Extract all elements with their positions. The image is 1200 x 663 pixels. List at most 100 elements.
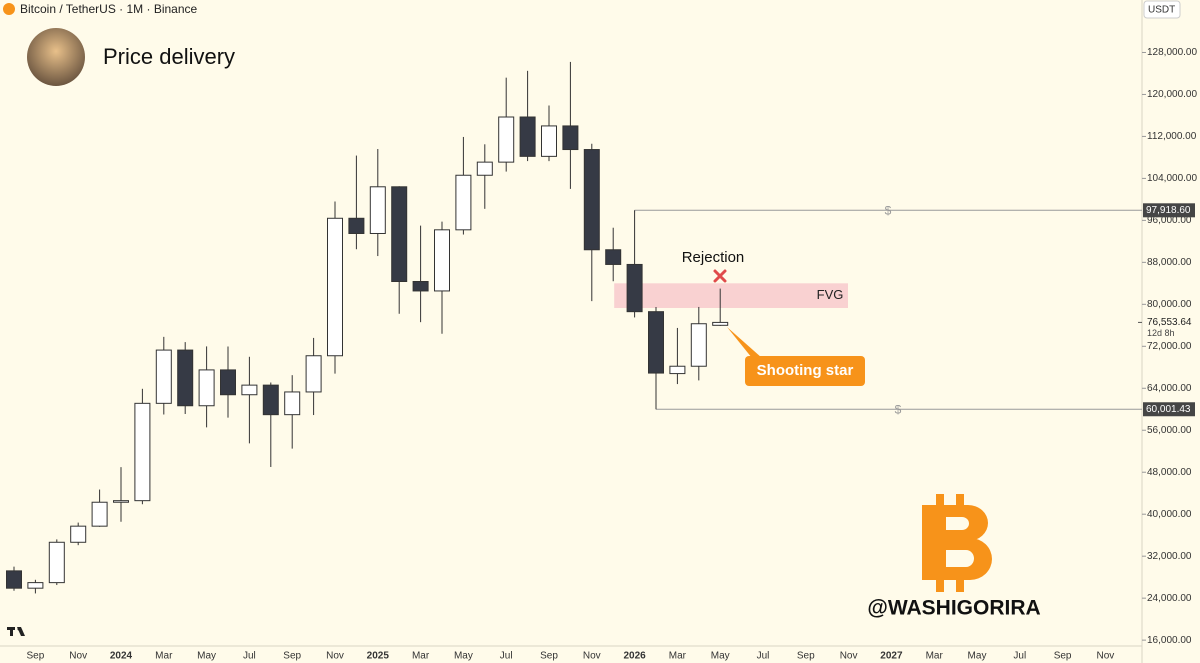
- candle-body: [391, 186, 408, 282]
- candle-body: [305, 355, 322, 393]
- candle-body: [712, 321, 729, 326]
- candle-body: [198, 369, 215, 407]
- countdown: 12d 8h: [1147, 328, 1175, 338]
- candle-body: [434, 229, 450, 292]
- level-label-box: [1143, 402, 1195, 417]
- x-tick-label: Mar: [926, 651, 944, 662]
- rejection-label: Rejection: [682, 249, 745, 266]
- candle-body: [455, 174, 472, 231]
- x-tick-label: Sep: [1054, 651, 1072, 662]
- y-tick-label: 48,000.00: [1147, 467, 1192, 478]
- candle-body: [241, 384, 258, 396]
- last-price: 76,553.64: [1147, 317, 1192, 328]
- candle-body: [113, 500, 129, 503]
- candle-body: [134, 402, 151, 502]
- x-tick-label: Jul: [1013, 651, 1026, 662]
- bitcoin-logo: [922, 494, 992, 592]
- y-tick-label: 88,000.00: [1147, 257, 1192, 268]
- candle-body: [541, 125, 557, 157]
- y-tick-label: 72,000.00: [1147, 341, 1192, 352]
- y-tick-label: 120,000.00: [1147, 89, 1197, 100]
- callout-pointer: [727, 327, 762, 358]
- callout-label: Shooting star: [757, 362, 854, 379]
- fvg-label: FVG: [817, 287, 844, 302]
- x-tick-label: Mar: [412, 651, 430, 662]
- x-tick-label: 2026: [623, 651, 646, 662]
- x-tick-label: 2027: [880, 651, 903, 662]
- watermark: @WASHIGORIRA: [867, 597, 1040, 620]
- candle-body: [669, 365, 686, 375]
- rejection-cross: [713, 269, 727, 283]
- level-marker: $: [885, 203, 892, 217]
- x-tick-label: Sep: [27, 651, 45, 662]
- y-tick-label: 40,000.00: [1147, 509, 1192, 520]
- candle-body: [369, 186, 386, 234]
- y-tick-label: 80,000.00: [1147, 299, 1192, 310]
- y-tick-label: 112,000.00: [1147, 131, 1197, 142]
- currency[interactable]: USDT: [1148, 5, 1175, 16]
- candle-body: [91, 501, 108, 527]
- y-tick-label: 16,000.00: [1147, 635, 1192, 646]
- x-tick-label: Sep: [283, 651, 301, 662]
- x-tick-label: Nov: [69, 651, 87, 662]
- avatar: [27, 28, 85, 86]
- x-tick-label: Sep: [797, 651, 815, 662]
- currency-box[interactable]: [1143, 0, 1181, 19]
- candle-body: [70, 525, 87, 543]
- x-tick-label: Nov: [840, 651, 858, 662]
- candle-body: [690, 323, 707, 367]
- candle-body: [284, 391, 301, 416]
- candle-body: [155, 349, 172, 404]
- x-tick-label: Nov: [583, 651, 601, 662]
- y-tick-label: 128,000.00: [1147, 47, 1197, 58]
- fvg-zone: [614, 283, 848, 308]
- candle-body: [562, 125, 579, 151]
- y-tick-label: 96,000.00: [1147, 215, 1192, 226]
- candle-body: [648, 311, 664, 374]
- y-tick-label: 104,000.00: [1147, 173, 1197, 184]
- x-tick-label: Nov: [326, 651, 344, 662]
- candle-body: [6, 570, 22, 589]
- candle-body: [220, 369, 236, 396]
- x-tick-label: Mar: [669, 651, 687, 662]
- candle-body: [177, 349, 194, 407]
- candle-body: [498, 116, 515, 163]
- x-tick-label: May: [968, 651, 987, 662]
- tradingview-logo: [7, 627, 25, 636]
- y-tick-label: 32,000.00: [1147, 551, 1192, 562]
- candle-body: [27, 582, 44, 589]
- candle-body: [583, 149, 600, 251]
- y-tick-label: 56,000.00: [1147, 425, 1192, 436]
- candle-body: [626, 263, 643, 313]
- level-marker: $: [895, 402, 902, 416]
- candle-body: [348, 217, 365, 234]
- level-label-box: [1143, 203, 1195, 218]
- x-tick-label: May: [711, 651, 730, 662]
- x-tick-label: May: [197, 651, 216, 662]
- x-tick-label: May: [454, 651, 473, 662]
- level-label: 97,918.60: [1146, 205, 1191, 216]
- candle-body: [48, 541, 65, 584]
- symbol-title: Bitcoin / TetherUS · 1M · Binance: [20, 2, 198, 16]
- x-tick-label: Jul: [757, 651, 770, 662]
- y-tick-label: 64,000.00: [1147, 383, 1192, 394]
- x-tick-label: Sep: [540, 651, 558, 662]
- x-tick-label: Nov: [1097, 651, 1115, 662]
- candle-body: [412, 280, 429, 292]
- candle-body: [476, 161, 493, 176]
- y-tick-label: 24,000.00: [1147, 593, 1192, 604]
- callout-box: [745, 356, 865, 386]
- candle-body: [262, 384, 279, 416]
- symbol-icon: [3, 3, 15, 15]
- candle-body: [327, 217, 343, 357]
- chart-title: Price delivery: [103, 44, 235, 69]
- candle-body: [605, 249, 622, 265]
- candle-body: [519, 116, 536, 157]
- x-tick-label: 2024: [110, 651, 133, 662]
- x-tick-label: 2025: [367, 651, 390, 662]
- x-tick-label: Jul: [500, 651, 513, 662]
- x-tick-label: Jul: [243, 651, 256, 662]
